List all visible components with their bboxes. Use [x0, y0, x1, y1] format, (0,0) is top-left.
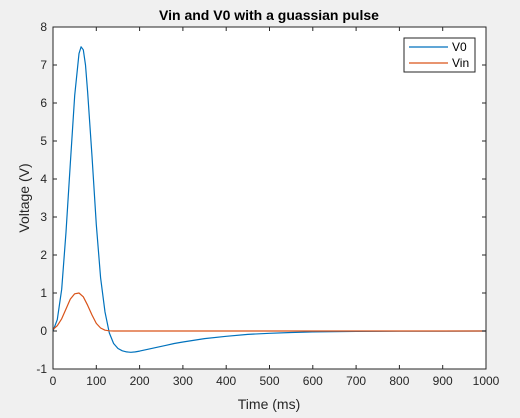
legend-label-vin: Vin [452, 56, 469, 70]
y-tick-label: 2 [40, 248, 47, 262]
axes-background [53, 27, 486, 369]
y-tick-label: 1 [40, 286, 47, 300]
y-tick-label: -1 [36, 362, 47, 376]
x-tick-label: 200 [130, 374, 150, 388]
y-tick-label: 4 [40, 172, 47, 186]
x-tick-label: 100 [86, 374, 106, 388]
legend-box [403, 37, 476, 73]
x-tick-label: 300 [173, 374, 193, 388]
legend-label-v0: V0 [452, 40, 467, 54]
ticks-layer: 0 100 200 300 400 500 600 700 800 900 1000-1012345… [36, 20, 499, 388]
y-tick-label: 3 [40, 210, 47, 224]
chart-title: Vin and V0 with a guassian pulse [159, 7, 379, 23]
legend: V0 Vin [403, 37, 476, 73]
x-tick-label: 600 [303, 374, 323, 388]
x-tick-label: 0 [50, 374, 57, 388]
series-layer [52, 46, 487, 353]
x-tick-label: 900 [433, 374, 453, 388]
x-tick-label: 400 [216, 374, 236, 388]
series-line-vin [52, 292, 486, 332]
y-axis-label: Voltage (V) [16, 163, 32, 232]
x-axis-label: Time (ms) [238, 396, 300, 412]
series-line-v0 [52, 46, 487, 353]
x-tick-label: 500 [259, 374, 279, 388]
y-tick-label: 6 [40, 96, 47, 110]
x-tick-label: 1000 [473, 374, 500, 388]
x-tick-label: 700 [346, 374, 366, 388]
y-tick-label: 7 [40, 58, 47, 72]
y-tick-label: 8 [40, 20, 47, 34]
y-tick-label: 0 [40, 324, 47, 338]
axes-box [52, 26, 487, 370]
x-tick-label: 800 [389, 374, 409, 388]
y-tick-label: 5 [40, 134, 47, 148]
